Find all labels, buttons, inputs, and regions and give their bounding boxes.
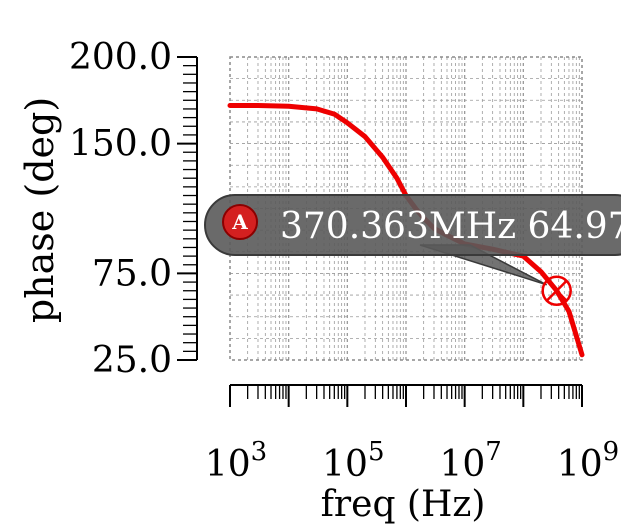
y-tick-label: 150.0 bbox=[69, 124, 172, 165]
y-axis-label: phase (deg) bbox=[18, 97, 62, 323]
x-axis-label: freq (Hz) bbox=[321, 484, 486, 525]
y-tick-label: 200.0 bbox=[69, 37, 172, 78]
marker-badge-icon bbox=[222, 204, 258, 240]
x-tick-label: 105 bbox=[322, 437, 384, 485]
x-axis: 103 105 107 109 bbox=[205, 384, 619, 485]
x-tick-label: 103 bbox=[205, 437, 267, 485]
y-axis: 200.0 150.0 75.0 25.0 bbox=[69, 37, 198, 381]
tooltip-text: 370.363MHz 64.97 bbox=[280, 206, 621, 247]
x-tick-label: 109 bbox=[557, 437, 619, 485]
tooltip-box bbox=[204, 194, 621, 256]
marker-cross-line bbox=[545, 279, 568, 302]
x-tick-label: 107 bbox=[439, 437, 501, 485]
y-tick-label: 25.0 bbox=[92, 340, 172, 381]
y-tick-label: 75.0 bbox=[92, 253, 172, 294]
marker-badge-label: A bbox=[231, 210, 248, 234]
annotation-tooltip: A 370.363MHz 64.97 bbox=[204, 194, 621, 256]
marker-circle-icon bbox=[541, 275, 572, 307]
